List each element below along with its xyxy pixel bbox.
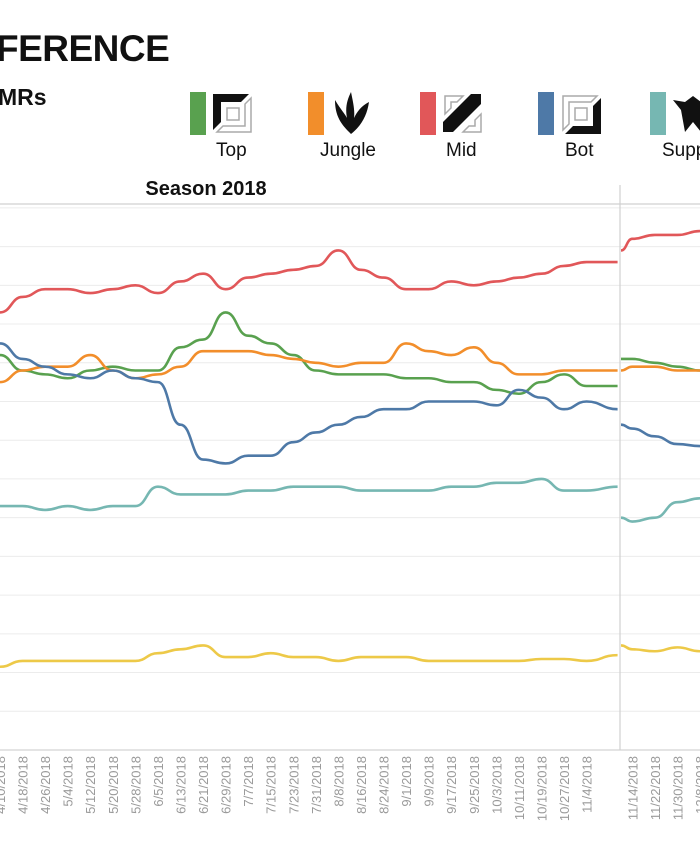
legend-swatch bbox=[190, 92, 206, 135]
x-tick-label: 7/15/2018 bbox=[264, 756, 279, 814]
legend-label: Bot bbox=[565, 140, 594, 161]
legend-label: Support bbox=[662, 140, 700, 161]
x-tick-label: 10/11/2018 bbox=[512, 756, 527, 820]
x-tick-label: 9/25/2018 bbox=[467, 756, 482, 814]
series-line-jungle bbox=[620, 365, 700, 372]
series-line-support bbox=[620, 496, 700, 523]
legend-item-support: Support bbox=[650, 92, 700, 162]
x-tick-label: 10/27/2018 bbox=[557, 756, 572, 821]
x-tick-label: 10/3/2018 bbox=[489, 756, 504, 814]
x-tick-label: 8/16/2018 bbox=[354, 756, 369, 814]
top-lane-icon bbox=[213, 94, 252, 133]
legend-swatch bbox=[420, 92, 436, 135]
x-tick-label: 7/23/2018 bbox=[286, 756, 301, 814]
legend-item-mid: Mid bbox=[420, 92, 530, 162]
page-title: FERENCE bbox=[0, 28, 170, 69]
x-tick-label: 8/24/2018 bbox=[377, 756, 392, 814]
x-tick-label: 8/8/2018 bbox=[331, 756, 346, 807]
series-line-top bbox=[620, 357, 700, 372]
x-tick-label: 10/19/2018 bbox=[534, 756, 549, 821]
series-line-bot bbox=[620, 423, 700, 448]
x-tick-label: 6/29/2018 bbox=[219, 756, 234, 814]
x-tick-label: 5/28/2018 bbox=[128, 756, 143, 814]
x-tick-label: 5/20/2018 bbox=[106, 756, 121, 814]
x-tick-label: 6/21/2018 bbox=[196, 756, 211, 814]
panel-title-season-2018: Season 2018 bbox=[145, 178, 267, 200]
x-tick-label: 7/7/2018 bbox=[241, 756, 256, 807]
series-line-top bbox=[0, 311, 618, 396]
series-line-series-6 bbox=[0, 644, 618, 669]
x-tick-label: 5/4/2018 bbox=[61, 756, 76, 807]
page-subtitle: MRs bbox=[0, 84, 47, 110]
x-tick-label: 9/9/2018 bbox=[422, 756, 437, 807]
support-icon bbox=[673, 96, 700, 132]
legend-label: Mid bbox=[446, 140, 477, 161]
x-tick-label: 11/22/2018 bbox=[648, 756, 663, 820]
legend-swatch bbox=[650, 92, 666, 135]
series-line-jungle bbox=[0, 342, 618, 384]
legend-label: Top bbox=[216, 140, 247, 161]
legend-swatch bbox=[308, 92, 324, 135]
series-line-support bbox=[0, 477, 618, 512]
jungle-claw-icon bbox=[335, 92, 369, 134]
x-tick-label: 4/10/2018 bbox=[0, 756, 8, 814]
mid-lane-icon bbox=[443, 94, 482, 133]
bot-lane-icon bbox=[562, 95, 601, 134]
legend-item-bot: Bot bbox=[538, 92, 648, 162]
x-tick-label: 11/14/2018 bbox=[625, 756, 640, 820]
legend-label: Jungle bbox=[320, 140, 376, 161]
series-line-mid bbox=[620, 229, 700, 252]
x-tick-label: 7/31/2018 bbox=[309, 756, 324, 814]
x-tick-label: 4/18/2018 bbox=[16, 756, 31, 814]
x-tick-label: 11/4/2018 bbox=[580, 756, 595, 813]
series-line-series-6 bbox=[620, 644, 700, 653]
x-tick-label: 9/17/2018 bbox=[444, 756, 459, 814]
x-tick-label: 12/8/2018 bbox=[693, 756, 700, 814]
legend-swatch bbox=[538, 92, 554, 135]
x-tick-label: 6/13/2018 bbox=[173, 756, 188, 814]
x-tick-label: 5/12/2018 bbox=[83, 756, 98, 814]
x-tick-label: 6/5/2018 bbox=[151, 756, 166, 807]
x-tick-label: 9/1/2018 bbox=[399, 756, 414, 807]
series-line-mid bbox=[0, 249, 618, 314]
legend-item-jungle: Jungle bbox=[308, 92, 418, 162]
x-tick-label: 11/30/2018 bbox=[670, 756, 685, 820]
x-tick-label: 4/26/2018 bbox=[38, 756, 53, 814]
series-line-bot bbox=[0, 342, 618, 465]
legend-item-top: Top bbox=[190, 92, 300, 162]
